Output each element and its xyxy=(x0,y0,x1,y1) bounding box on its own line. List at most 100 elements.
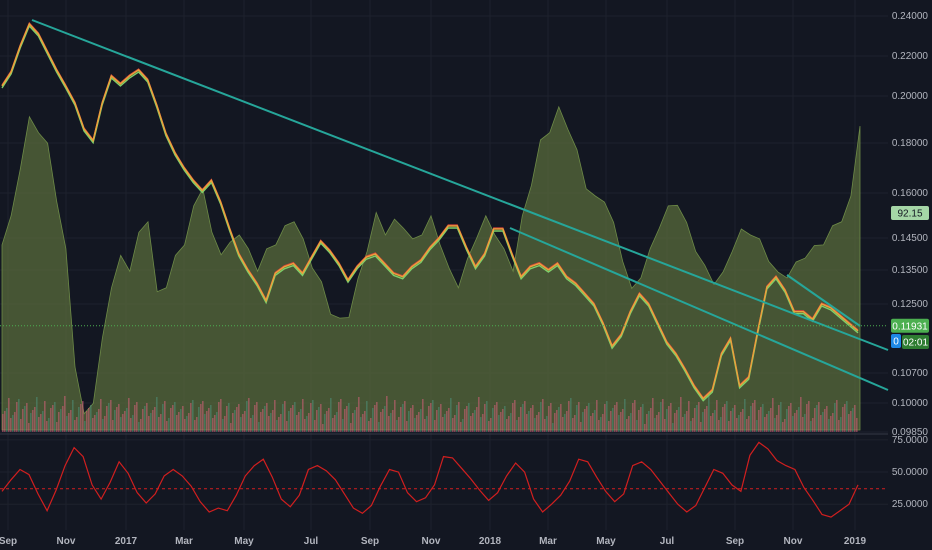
volume-bar xyxy=(202,401,204,432)
volume-bar xyxy=(258,422,260,432)
volume-bar xyxy=(370,418,372,432)
volume-bar xyxy=(764,417,766,432)
volume-bar xyxy=(606,401,608,432)
volume-bar xyxy=(176,415,178,432)
volume-bar xyxy=(790,403,792,432)
volume-bar xyxy=(88,408,90,432)
volume-bar xyxy=(848,414,850,432)
volume-bar xyxy=(514,400,516,432)
volume-bar xyxy=(628,416,630,432)
volume-bar xyxy=(190,403,192,432)
volume-bar xyxy=(456,405,458,432)
volume-bar xyxy=(720,417,722,432)
volume-bar xyxy=(642,404,644,432)
volume-bar xyxy=(838,420,840,432)
volume-bar xyxy=(218,402,220,432)
volume-bar xyxy=(576,405,578,432)
volume-bar xyxy=(158,417,160,432)
time-tick-label: Nov xyxy=(784,536,803,547)
time-tick-label: Nov xyxy=(422,536,441,547)
volume-bar xyxy=(760,407,762,432)
time-axis[interactable]: Sep Nov 2017 Mar May Jul Sep Nov 2018 Mar May Jul Se… xyxy=(0,536,867,547)
volume-bar xyxy=(652,398,654,432)
price-axis[interactable]: 0.24000 0.22000 0.20000 0.18000 0.16000 0.145… xyxy=(892,11,929,438)
volume-bar xyxy=(616,402,618,432)
volume-bar xyxy=(402,404,404,432)
volume-bar xyxy=(276,420,278,432)
volume-bar xyxy=(776,415,778,432)
volume-bar xyxy=(332,418,334,432)
volume-bar xyxy=(110,400,112,432)
volume-bar xyxy=(200,404,202,432)
volume-bar xyxy=(286,421,288,432)
volume-bar xyxy=(454,415,456,432)
volume-bar xyxy=(644,424,646,432)
volume-bar xyxy=(174,402,176,432)
time-tick-label: Sep xyxy=(0,536,17,547)
volume-bar xyxy=(304,419,306,432)
volume-bar xyxy=(512,403,514,432)
volume-bar xyxy=(320,404,322,432)
volume-bar xyxy=(172,405,174,432)
volume-bar xyxy=(262,409,264,432)
volume-bar xyxy=(388,416,390,432)
volume-bar xyxy=(268,416,270,432)
volume-bar xyxy=(740,412,742,432)
volume-bar xyxy=(476,407,478,432)
volume-bar xyxy=(568,401,570,432)
volume-bar xyxy=(752,403,754,432)
volume-bar xyxy=(18,399,20,432)
volume-bar xyxy=(270,413,272,432)
volume-bar xyxy=(300,409,302,432)
volume-bar xyxy=(686,411,688,432)
volume-bar xyxy=(40,414,42,432)
volume-bar xyxy=(788,406,790,432)
volume-bar xyxy=(458,402,460,432)
volume-bar xyxy=(36,397,38,432)
trendlines[interactable] xyxy=(31,19,889,391)
time-tick-label: 2019 xyxy=(844,536,867,547)
volume-bar xyxy=(812,418,814,432)
time-tick-label: 2018 xyxy=(479,536,502,547)
volume-bar xyxy=(296,415,298,432)
volume-bar xyxy=(242,414,244,432)
time-tick-label: Mar xyxy=(539,536,557,547)
volume-bar xyxy=(420,409,422,432)
volume-bar xyxy=(92,418,94,432)
volume-bar xyxy=(708,396,710,432)
trendline xyxy=(786,274,861,327)
volume-bar xyxy=(294,402,296,432)
volume-bar xyxy=(284,401,286,432)
volume-bar xyxy=(818,402,820,432)
volume-bar xyxy=(500,412,502,432)
volume-bar xyxy=(42,411,44,432)
volume-bar xyxy=(580,422,582,432)
volume-bar xyxy=(374,405,376,432)
volume-bar xyxy=(384,406,386,432)
volume-bar xyxy=(260,412,262,432)
volume-bar xyxy=(738,415,740,432)
volume-bar xyxy=(670,403,672,432)
volume-bar xyxy=(484,404,486,432)
volume-bar xyxy=(824,409,826,432)
volume-bar xyxy=(64,396,66,432)
volume-bar xyxy=(326,411,328,432)
volume-bar xyxy=(362,414,364,432)
volume-bar xyxy=(550,403,552,432)
volume-bar xyxy=(626,419,628,432)
oscillator-axis[interactable]: 75.0000 50.0000 25.0000 xyxy=(892,435,929,510)
time-tick-label: Jul xyxy=(304,536,319,547)
volume-bar xyxy=(178,412,180,432)
volume-bar xyxy=(532,405,534,432)
volume-bar xyxy=(372,408,374,432)
volume-bar xyxy=(118,404,120,432)
volume-bar xyxy=(778,405,780,432)
volume-bar xyxy=(50,408,52,432)
time-tick-label: Mar xyxy=(175,536,193,547)
volume-bar xyxy=(46,421,48,432)
volume-bar xyxy=(170,408,172,432)
volume-bar xyxy=(718,420,720,432)
volume-bar xyxy=(14,412,16,432)
volume-bar xyxy=(194,420,196,432)
